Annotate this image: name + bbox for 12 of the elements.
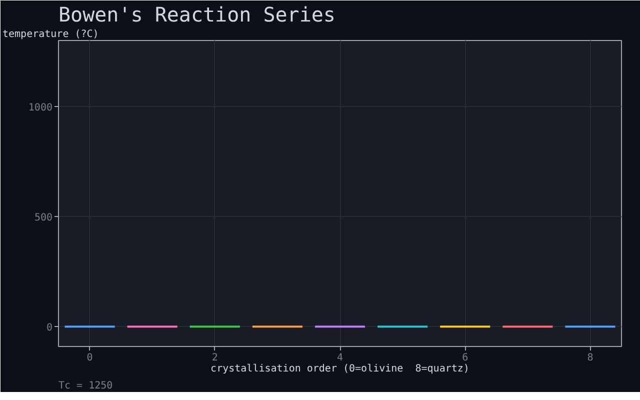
x-axis-title: crystallisation order (0=olivine 8=quartz)	[210, 364, 470, 374]
y-tick-label: 1000	[28, 102, 53, 114]
x-tick-label: 4	[336, 352, 344, 364]
y-axis-title: temperature (?C)	[2, 29, 99, 40]
x-tick-label: 0	[86, 352, 93, 364]
x-tick-label: 6	[462, 352, 468, 364]
x-tick-label: 2	[212, 352, 218, 364]
text: Tc = 1250	[58, 380, 113, 392]
x-tick-label: 8	[587, 352, 594, 364]
y-tick-label: 500	[34, 212, 52, 224]
y-tick-label: 0	[46, 322, 53, 334]
chart-title: Bowen's Reaction Series	[58, 2, 336, 26]
